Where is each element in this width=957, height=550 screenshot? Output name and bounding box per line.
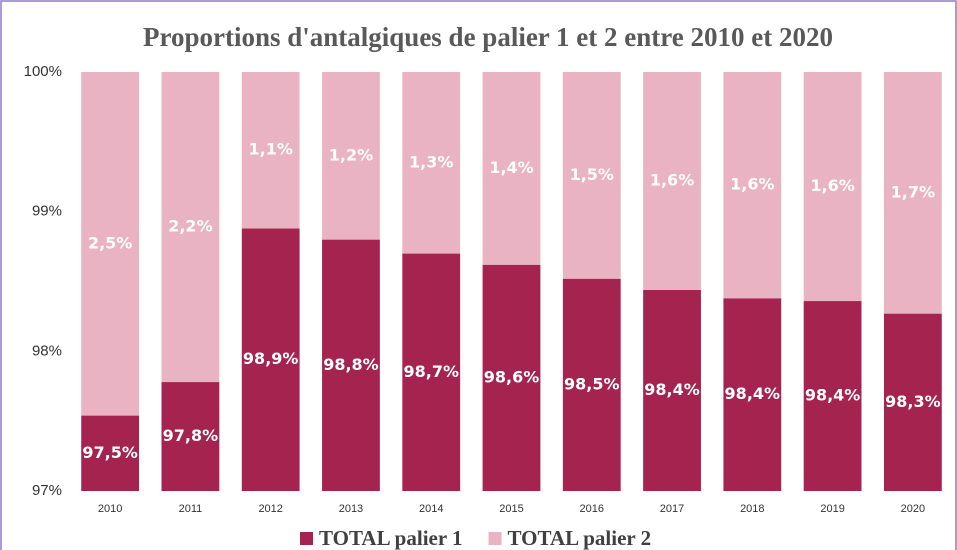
- value-label: 98,4%: [644, 380, 700, 399]
- legend-label: TOTAL palier 1: [319, 526, 463, 550]
- bar-segment: [803, 301, 862, 491]
- bar-segment: [482, 264, 541, 491]
- legend-swatch: [488, 532, 502, 545]
- bar-segment: [161, 72, 220, 383]
- bar-segment: [241, 72, 300, 229]
- value-label: 1,6%: [650, 170, 694, 189]
- value-label: 98,5%: [564, 374, 620, 393]
- value-label: 1,6%: [730, 175, 774, 194]
- x-tick-label: 2014: [419, 503, 443, 515]
- legend-swatch: [300, 532, 313, 545]
- value-label: 98,9%: [243, 349, 299, 368]
- value-label: 98,8%: [323, 355, 379, 374]
- x-tick-label: 2019: [820, 503, 844, 515]
- value-label: 97,8%: [163, 426, 219, 445]
- x-tick-label: 2011: [179, 503, 203, 515]
- value-label: 98,3%: [885, 392, 941, 411]
- value-label: 98,4%: [725, 384, 781, 403]
- value-label: 98,4%: [805, 386, 861, 405]
- bar-segment: [562, 278, 621, 491]
- bar-segment: [562, 72, 621, 279]
- value-label: 1,2%: [329, 145, 373, 164]
- x-tick-label: 2012: [258, 503, 282, 515]
- legend-label: TOTAL palier 2: [508, 526, 652, 550]
- bar-segment: [482, 72, 541, 265]
- x-tick-label: 2017: [660, 503, 684, 515]
- y-tick-label: 98%: [32, 342, 62, 359]
- x-tick-label: 2015: [499, 503, 523, 515]
- bar-segment: [723, 72, 782, 299]
- bar-segment: [643, 72, 701, 290]
- value-label: 1,1%: [248, 140, 292, 159]
- bar-segment: [803, 72, 862, 302]
- bar-segment: [322, 72, 380, 240]
- bar-segment: [723, 298, 782, 491]
- value-label: 1,4%: [489, 158, 533, 177]
- bar-segment: [883, 313, 942, 491]
- value-label: 2,5%: [88, 233, 132, 252]
- value-label: 2,2%: [168, 217, 212, 236]
- x-tick-label: 2010: [98, 503, 122, 515]
- bar-segment: [643, 289, 701, 491]
- bar-segment: [402, 253, 461, 491]
- x-tick-label: 2016: [580, 503, 604, 515]
- value-label: 98,6%: [484, 367, 540, 386]
- x-tick-label: 2018: [740, 503, 764, 515]
- value-label: 1,3%: [409, 152, 453, 171]
- value-label: 98,7%: [403, 362, 459, 381]
- value-label: 97,5%: [82, 443, 138, 462]
- y-tick-label: 99%: [32, 203, 62, 220]
- bar-segment: [402, 72, 461, 254]
- y-tick-label: 97%: [32, 482, 62, 499]
- value-label: 1,5%: [570, 165, 614, 184]
- bar-segment: [322, 239, 380, 491]
- bar-segment: [81, 415, 140, 491]
- bar-segment: [883, 72, 942, 314]
- x-tick-label: 2013: [339, 503, 363, 515]
- bar-segment: [161, 382, 220, 491]
- value-label: 1,7%: [891, 182, 935, 201]
- value-label: 1,6%: [810, 176, 854, 195]
- x-tick-label: 2020: [901, 503, 925, 515]
- bar-segment: [241, 228, 300, 491]
- chart-title: Proportions d'antalgiques de palier 1 et…: [143, 22, 833, 52]
- bar-segment: [81, 72, 140, 416]
- y-tick-label: 100%: [24, 63, 62, 80]
